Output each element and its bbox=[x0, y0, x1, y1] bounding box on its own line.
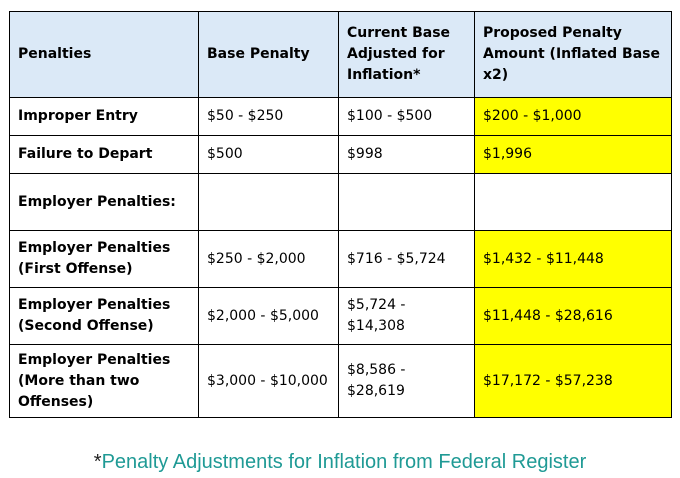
header-adjusted-for-inflation: Current Base Adjusted for Inflation* bbox=[338, 11, 475, 98]
row-label: Employer Penalties (First Offense) bbox=[9, 230, 199, 288]
adjusted-penalty-cell: $8,586 - $28,619 bbox=[338, 344, 475, 418]
header-base-penalty: Base Penalty bbox=[198, 11, 339, 98]
section-label: Employer Penalties: bbox=[9, 173, 199, 231]
header-row: Penalties Base Penalty Current Base Adju… bbox=[9, 11, 672, 98]
table-row: Employer Penalties (Second Offense) $2,0… bbox=[9, 287, 672, 345]
header-penalties: Penalties bbox=[9, 11, 199, 98]
table-row: Employer Penalties (First Offense) $250 … bbox=[9, 230, 672, 288]
section-heading-row: Employer Penalties: bbox=[9, 173, 672, 231]
row-label: Employer Penalties (More than two Offens… bbox=[9, 344, 199, 418]
proposed-penalty-cell: $11,448 - $28,616 bbox=[474, 287, 672, 345]
header-proposed-penalty: Proposed Penalty Amount (Inflated Base x… bbox=[474, 11, 672, 98]
proposed-penalty-cell: $200 - $1,000 bbox=[474, 97, 672, 136]
adjusted-penalty-cell bbox=[338, 173, 475, 231]
table-row: Employer Penalties (More than two Offens… bbox=[9, 344, 672, 418]
table-row: Improper Entry $50 - $250 $100 - $500 $2… bbox=[9, 97, 672, 136]
penalty-table: Penalties Base Penalty Current Base Adju… bbox=[9, 11, 672, 418]
proposed-penalty-cell: $1,996 bbox=[474, 135, 672, 174]
proposed-penalty-cell bbox=[474, 173, 672, 231]
row-label: Improper Entry bbox=[9, 97, 199, 136]
table-row: Failure to Depart $500 $998 $1,996 bbox=[9, 135, 672, 174]
adjusted-penalty-cell: $100 - $500 bbox=[338, 97, 475, 136]
adjusted-penalty-cell: $998 bbox=[338, 135, 475, 174]
footnote-marker: * bbox=[93, 451, 102, 473]
base-penalty-cell: $250 - $2,000 bbox=[198, 230, 339, 288]
base-penalty-cell: $500 bbox=[198, 135, 339, 174]
proposed-penalty-cell: $17,172 - $57,238 bbox=[474, 344, 672, 418]
footnote: *Penalty Adjustments for Inflation from … bbox=[0, 448, 680, 476]
base-penalty-cell: $2,000 - $5,000 bbox=[198, 287, 339, 345]
row-label: Employer Penalties (Second Offense) bbox=[9, 287, 199, 345]
base-penalty-cell: $3,000 - $10,000 bbox=[198, 344, 339, 418]
adjusted-penalty-cell: $5,724 - $14,308 bbox=[338, 287, 475, 345]
adjusted-penalty-cell: $716 - $5,724 bbox=[338, 230, 475, 288]
row-label: Failure to Depart bbox=[9, 135, 199, 174]
base-penalty-cell: $50 - $250 bbox=[198, 97, 339, 136]
footnote-source-link[interactable]: Penalty Adjustments for Inflation from F… bbox=[101, 451, 587, 473]
proposed-penalty-cell: $1,432 - $11,448 bbox=[474, 230, 672, 288]
base-penalty-cell bbox=[198, 173, 339, 231]
